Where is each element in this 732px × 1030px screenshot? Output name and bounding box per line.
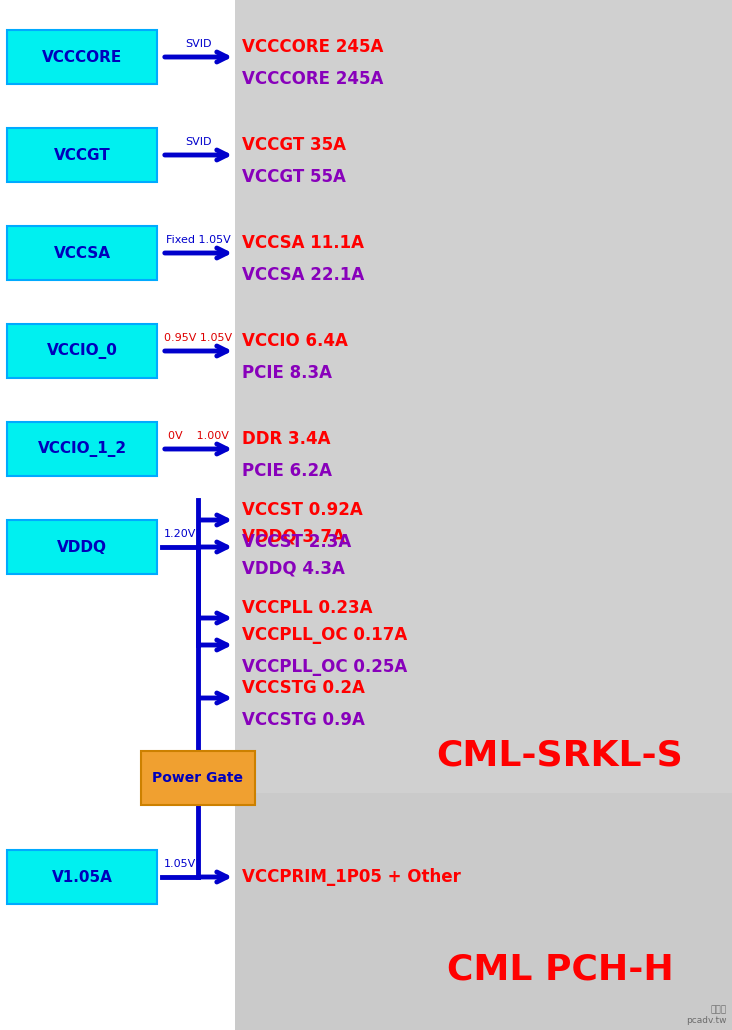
Text: VCCIO 6.4A: VCCIO 6.4A — [242, 332, 348, 350]
Text: VDDQ 3.7A: VDDQ 3.7A — [242, 528, 345, 546]
Bar — [235, 0, 732, 793]
Text: VCCSA 22.1A: VCCSA 22.1A — [242, 266, 365, 284]
Text: VCCGT: VCCGT — [53, 147, 111, 163]
Text: 1.20V: 1.20V — [164, 529, 196, 539]
Text: SVID: SVID — [185, 137, 212, 147]
Text: CML PCH-H: CML PCH-H — [447, 953, 673, 987]
Text: VCCSTG 0.9A: VCCSTG 0.9A — [242, 711, 365, 729]
FancyBboxPatch shape — [7, 30, 157, 84]
Text: VCCST 0.92A: VCCST 0.92A — [242, 501, 363, 519]
Text: CML-SRKL-S: CML-SRKL-S — [436, 739, 684, 772]
Text: VCCSTG 0.2A: VCCSTG 0.2A — [242, 679, 365, 697]
Text: DDR 3.4A: DDR 3.4A — [242, 430, 331, 448]
Text: VDDQ 4.3A: VDDQ 4.3A — [242, 560, 345, 578]
Text: VDDQ: VDDQ — [57, 540, 107, 554]
Text: SVID: SVID — [185, 39, 212, 49]
Text: PCIE 8.3A: PCIE 8.3A — [242, 364, 332, 382]
Text: VCCSA: VCCSA — [53, 245, 111, 261]
Text: VCCST 2.3A: VCCST 2.3A — [242, 533, 351, 551]
Text: 0V    1.00V: 0V 1.00V — [168, 431, 229, 441]
Text: V1.05A: V1.05A — [51, 869, 113, 885]
Text: VCCGT 35A: VCCGT 35A — [242, 136, 346, 154]
FancyBboxPatch shape — [7, 226, 157, 280]
FancyBboxPatch shape — [141, 751, 255, 805]
Text: VCCPLL_OC 0.25A: VCCPLL_OC 0.25A — [242, 658, 407, 676]
Text: 0.95V 1.05V: 0.95V 1.05V — [165, 333, 233, 343]
Text: VCCCORE: VCCCORE — [42, 49, 122, 65]
Text: Fixed 1.05V: Fixed 1.05V — [166, 235, 231, 245]
Text: 電腦王
pcadv.tw: 電腦王 pcadv.tw — [687, 1005, 727, 1025]
FancyBboxPatch shape — [7, 520, 157, 574]
Text: VCCCORE 245A: VCCCORE 245A — [242, 70, 384, 88]
Bar — [235, 793, 732, 1030]
Text: VCCIO_0: VCCIO_0 — [47, 343, 117, 359]
Text: Power Gate: Power Gate — [152, 771, 244, 785]
Text: VCCIO_1_2: VCCIO_1_2 — [37, 441, 127, 457]
Text: VCCPLL_OC 0.17A: VCCPLL_OC 0.17A — [242, 626, 407, 644]
Text: 1.05V: 1.05V — [164, 859, 196, 869]
FancyBboxPatch shape — [7, 422, 157, 476]
Text: VCCGT 55A: VCCGT 55A — [242, 168, 346, 186]
FancyBboxPatch shape — [7, 324, 157, 378]
Text: VCCPLL 0.23A: VCCPLL 0.23A — [242, 599, 373, 617]
Text: VCCSA 11.1A: VCCSA 11.1A — [242, 234, 364, 252]
Text: VCCPRIM_1P05 + Other: VCCPRIM_1P05 + Other — [242, 868, 461, 886]
Text: VCCCORE 245A: VCCCORE 245A — [242, 38, 384, 56]
Text: PCIE 6.2A: PCIE 6.2A — [242, 462, 332, 480]
FancyBboxPatch shape — [7, 850, 157, 904]
FancyBboxPatch shape — [7, 128, 157, 182]
